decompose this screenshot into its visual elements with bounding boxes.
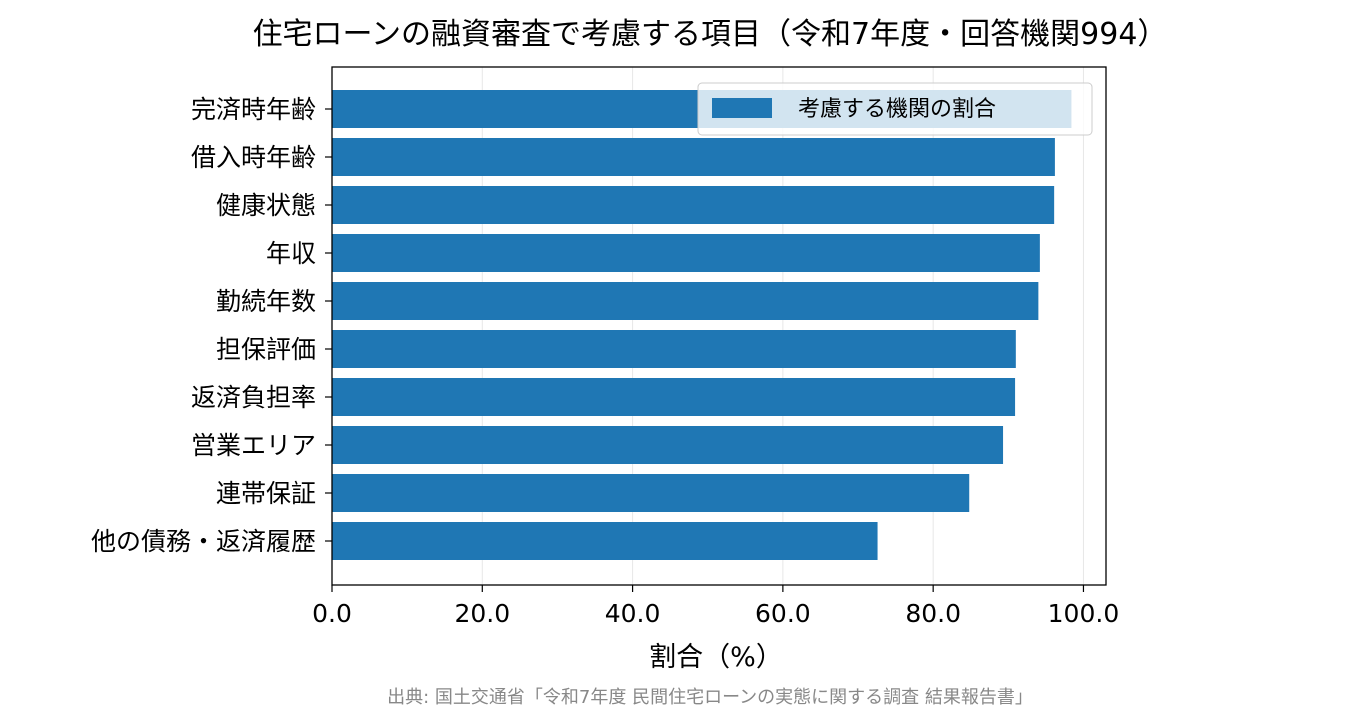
legend-label: 考慮する機関の割合	[798, 97, 996, 122]
bar	[332, 234, 1040, 272]
y-tick-label: 勤続年数	[216, 287, 316, 316]
y-axis: 完済時年齢借入時年齢健康状態年収勤続年数担保評価返済負担率営業エリア連帯保証他の…	[91, 95, 332, 556]
bar	[332, 378, 1016, 416]
x-tick-label: 40.0	[605, 599, 661, 628]
y-tick-label: 営業エリア	[191, 431, 316, 460]
x-axis-label: 割合（%）	[649, 642, 783, 673]
bar	[332, 138, 1055, 176]
x-tick-label: 20.0	[454, 599, 510, 628]
legend: 考慮する機関の割合	[697, 82, 1093, 136]
y-tick-label: 連帯保証	[216, 479, 316, 508]
legend-box	[697, 82, 1093, 136]
bars-group	[332, 90, 1072, 560]
x-tick-label: 100.0	[1048, 599, 1120, 628]
y-tick-label: 年収	[266, 239, 316, 268]
y-tick-label: 他の債務・返済履歴	[91, 527, 316, 556]
bar	[332, 330, 1016, 368]
y-tick-label: 返済負担率	[191, 383, 316, 412]
source-note: 出典: 国土交通省「令和7年度 民間住宅ローンの実態に関する調査 結果報告書」	[387, 687, 1033, 708]
y-tick-label: 健康状態	[216, 191, 316, 220]
chart-title: 住宅ローンの融資審査で考慮する項目（令和7年度・回答機関994）	[253, 17, 1168, 52]
x-tick-label: 60.0	[755, 599, 811, 628]
x-tick-label: 80.0	[905, 599, 961, 628]
legend-swatch	[712, 98, 772, 118]
y-tick-label: 担保評価	[216, 335, 316, 364]
x-tick-label: 0.0	[312, 599, 352, 628]
x-axis: 0.0 20.0 40.0 60.0 80.0 100.0	[312, 585, 1119, 628]
y-tick-label: 借入時年齢	[191, 143, 316, 172]
bar	[332, 186, 1055, 224]
bar	[332, 474, 970, 512]
bar	[332, 426, 1004, 464]
y-tick-label: 完済時年齢	[191, 95, 316, 124]
bar	[332, 282, 1039, 320]
plot-frame	[331, 66, 1107, 586]
bar	[332, 522, 878, 560]
